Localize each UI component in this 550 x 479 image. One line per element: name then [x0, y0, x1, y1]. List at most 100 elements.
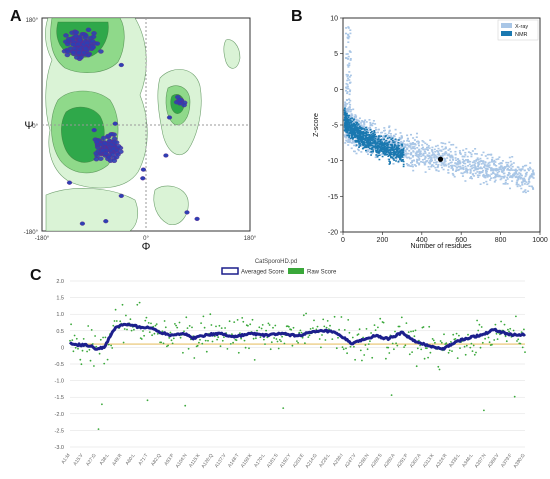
raw-score-point: [125, 314, 127, 317]
raw-score-point: [426, 347, 428, 350]
rama-point-outlier: [108, 132, 114, 137]
rama-point: [111, 158, 118, 164]
xray-point: [454, 153, 457, 156]
nmr-point: [402, 159, 404, 161]
xray-point: [449, 156, 452, 159]
xray-point: [443, 165, 446, 167]
raw-score-point: [255, 337, 257, 340]
nmr-point: [379, 149, 381, 151]
raw-score-point: [415, 365, 418, 368]
xray-point: [466, 171, 469, 174]
raw-score-point: [351, 336, 354, 339]
raw-score-point: [142, 330, 144, 332]
xray-point: [414, 147, 416, 150]
xray-point: [343, 134, 346, 136]
nmr-point: [386, 153, 388, 156]
raw-score-point: [263, 338, 265, 341]
nmr-point: [359, 143, 361, 145]
nmr-point: [365, 145, 368, 147]
verify3d-ytick-label: -3.0: [55, 445, 64, 451]
raw-score-point: [98, 352, 101, 355]
raw-score-point: [94, 335, 96, 337]
nmr-point: [399, 151, 402, 153]
nmr-point: [379, 149, 381, 152]
nmr-point: [357, 127, 360, 129]
xray-point: [524, 164, 526, 167]
nmr-point: [399, 149, 402, 151]
raw-score-point: [69, 339, 71, 342]
nmr-point: [356, 141, 359, 143]
xray-point: [465, 148, 468, 150]
nmr-point: [383, 138, 386, 141]
xray-point: [503, 166, 506, 168]
raw-score-point: [365, 328, 368, 330]
xray-point: [384, 132, 387, 135]
zscore-point-cloud: [343, 26, 535, 194]
raw-score-point: [70, 323, 72, 326]
rama-point: [69, 36, 76, 42]
raw-score-point: [473, 353, 476, 356]
raw-score-point: [484, 337, 486, 340]
raw-score-point: [398, 325, 401, 328]
raw-score-point: [204, 339, 207, 342]
xray-point: [486, 183, 489, 186]
raw-score-point: [408, 353, 411, 356]
xray-point: [512, 162, 515, 164]
xray-point: [348, 141, 351, 144]
rama-point: [64, 52, 71, 58]
rama-point: [115, 144, 122, 149]
xray-point: [464, 159, 467, 161]
nmr-point: [374, 133, 376, 136]
raw-score-point: [347, 319, 350, 321]
xray-point: [395, 144, 398, 146]
raw-score-point: [183, 330, 185, 333]
xray-point: [412, 143, 415, 146]
nmr-point: [346, 122, 349, 124]
xray-point: [437, 151, 440, 154]
nmr-point: [358, 140, 361, 142]
verify3d-xtick-label: A357:N: [474, 452, 488, 469]
raw-score-point: [454, 338, 457, 340]
xray-point: [349, 74, 352, 77]
xray-point: [493, 181, 496, 183]
xray-point: [345, 89, 347, 92]
xray-point: [466, 155, 469, 158]
raw-score-point: [323, 325, 326, 328]
xray-point: [411, 163, 414, 166]
raw-score-point: [420, 348, 423, 351]
raw-score-point: [187, 347, 190, 350]
xray-point: [372, 122, 374, 125]
xray-point: [398, 159, 401, 162]
xray-point: [508, 156, 511, 159]
nmr-point: [392, 149, 395, 152]
xray-point: [383, 134, 386, 137]
xray-point: [434, 166, 437, 169]
xray-point: [443, 152, 446, 154]
nmr-point: [397, 155, 399, 157]
nmr-point: [350, 136, 353, 138]
nmr-point: [375, 135, 378, 138]
xray-point: [472, 169, 475, 172]
xray-point: [410, 165, 412, 167]
nmr-point: [391, 157, 394, 159]
raw-score-point: [277, 347, 280, 350]
raw-score-point: [513, 395, 516, 398]
raw-score-point: [512, 329, 515, 332]
xray-point: [469, 172, 472, 174]
raw-score-point: [363, 354, 366, 356]
xray-point: [444, 147, 447, 149]
xray-point: [351, 121, 354, 124]
nmr-point: [376, 156, 379, 158]
nmr-point: [392, 151, 395, 154]
xray-point: [460, 172, 463, 174]
xray-point: [411, 146, 414, 148]
xray-point: [470, 153, 473, 156]
nmr-point: [353, 126, 356, 129]
zscore-plot-frame: [342, 17, 541, 233]
raw-score-point: [298, 331, 301, 334]
rama-xlabel: Φ: [142, 241, 151, 253]
xray-point: [345, 27, 348, 29]
xray-point: [447, 171, 450, 174]
xray-point: [391, 136, 394, 139]
raw-score-point: [523, 328, 525, 331]
